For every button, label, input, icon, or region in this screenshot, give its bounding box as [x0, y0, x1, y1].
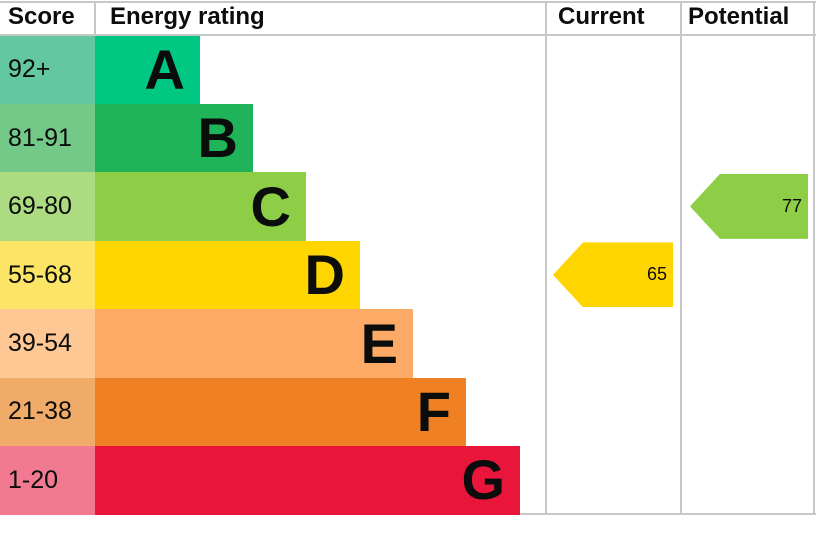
score-range-cell-g: 1-20	[0, 446, 95, 515]
score-range-label: 55-68	[8, 260, 72, 289]
grid-line-top	[0, 1, 816, 3]
grid-line-potential-divider	[680, 1, 682, 515]
grid-line-current-divider	[545, 1, 547, 515]
score-range-label: 81-91	[8, 123, 72, 152]
band-letter: G	[461, 448, 505, 512]
score-range-label: 21-38	[8, 397, 72, 426]
band-bar-e: E	[95, 309, 413, 378]
band-letter: C	[250, 174, 291, 238]
grid-line-header-bottom	[0, 33, 816, 36]
band-bar-f: F	[95, 377, 466, 447]
band-letter: B	[197, 106, 238, 170]
header-current: Current	[558, 3, 645, 30]
header-energy-rating: Energy rating	[110, 3, 265, 30]
score-range-cell-e: 39-54	[0, 309, 95, 378]
band-letter: E	[360, 311, 398, 375]
current-rating-value: 65	[646, 264, 667, 285]
header-score: Score	[8, 3, 75, 30]
score-range-cell-a: 92+	[0, 35, 95, 104]
header-potential: Potential	[688, 3, 790, 30]
band-bar-b: B	[95, 103, 253, 173]
grid-line-score-divider	[94, 1, 96, 34]
band-bar-g: G	[95, 446, 520, 515]
current-rating-arrow: 65	[553, 242, 673, 308]
score-range-cell-b: 81-91	[0, 103, 95, 173]
score-range-cell-f: 21-38	[0, 377, 95, 447]
score-range-label: 92+	[8, 55, 51, 84]
band-bar-a: A	[95, 35, 200, 104]
score-range-label: 1-20	[8, 465, 59, 494]
potential-rating-value: 77	[781, 195, 802, 216]
score-range-label: 69-80	[8, 192, 72, 221]
score-range-cell-d: 55-68	[0, 240, 95, 310]
band-letter: D	[304, 243, 345, 307]
band-letter: A	[144, 37, 185, 101]
band-bar-d: D	[95, 240, 360, 310]
band-bar-c: C	[95, 172, 306, 241]
potential-rating-arrow: 77	[690, 173, 808, 239]
band-letter: F	[416, 379, 451, 443]
score-range-label: 39-54	[8, 329, 72, 358]
grid-line-right-border	[813, 1, 815, 515]
score-range-cell-c: 69-80	[0, 172, 95, 241]
